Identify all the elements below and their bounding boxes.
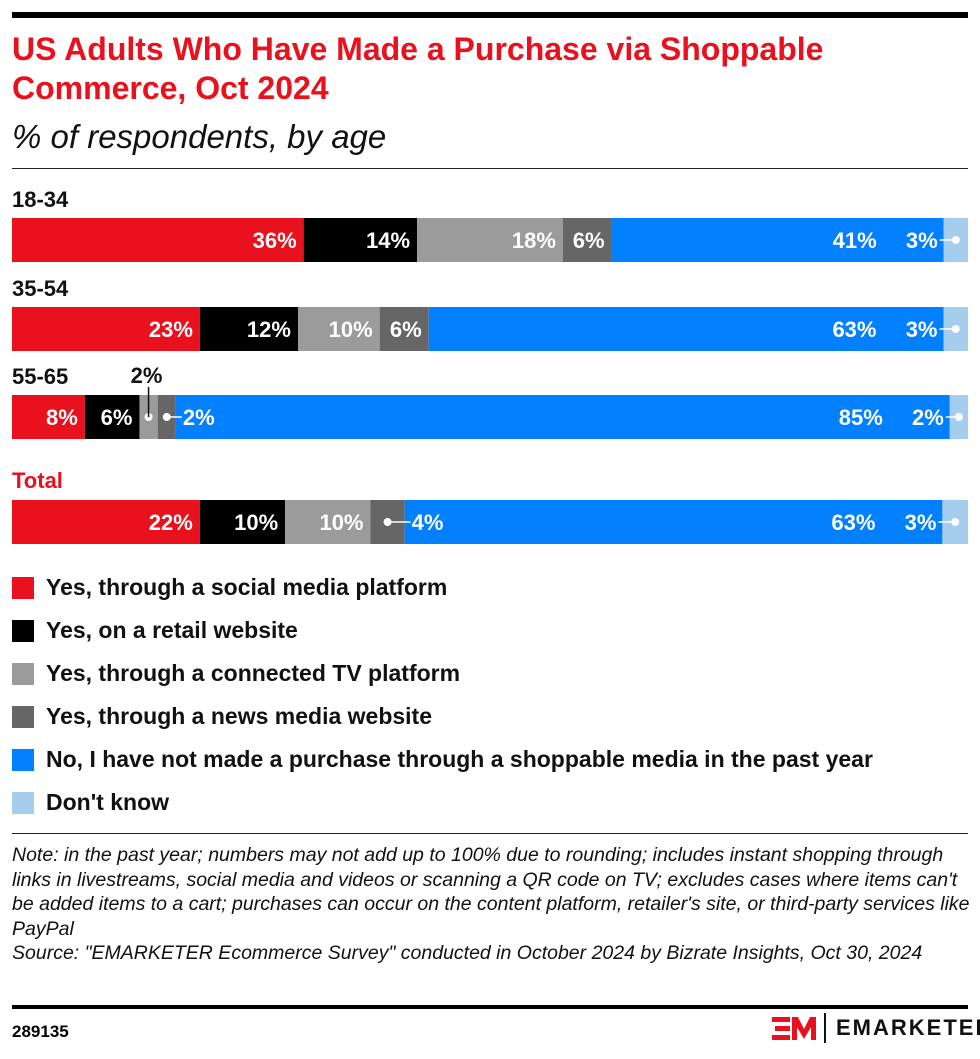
bar-segment — [199, 500, 286, 544]
data-label: 2% — [131, 363, 163, 388]
bar-segment — [562, 218, 612, 262]
bar-segment — [611, 218, 944, 262]
data-label: 6% — [390, 317, 422, 342]
bar-segment — [417, 218, 563, 262]
bar-segment — [379, 307, 429, 351]
legend-item: No, I have not made a purchase through a… — [12, 738, 873, 781]
brand-name: EMARKETER — [836, 1015, 980, 1040]
bar-segment — [404, 500, 943, 544]
data-label: 23% — [149, 317, 193, 342]
bar-segment — [428, 307, 944, 351]
data-label: 22% — [149, 510, 193, 535]
data-label: 3% — [906, 228, 938, 253]
chart-subtitle: % of respondents, by age — [12, 118, 387, 155]
row-label: 55-65 — [12, 364, 69, 389]
data-label: 3% — [906, 317, 938, 342]
data-label: 6% — [101, 405, 133, 430]
bar-segment — [12, 218, 304, 262]
bar-segment — [175, 395, 950, 439]
data-label: 10% — [319, 510, 363, 535]
data-label: 3% — [905, 510, 937, 535]
top-rule — [12, 12, 968, 18]
legend-swatch — [12, 576, 34, 599]
bar-segment — [12, 395, 85, 439]
legend-label: Yes, through a connected TV platform — [46, 660, 461, 686]
divider — [12, 168, 968, 169]
bar-segment — [12, 307, 200, 351]
divider — [12, 833, 968, 834]
data-label: 18% — [512, 228, 556, 253]
footnote: Note: in the past year; numbers may not … — [12, 843, 972, 966]
legend-item: Yes, on a retail website — [12, 609, 873, 652]
legend-item: Don't know — [12, 781, 873, 824]
legend-swatch — [12, 619, 34, 642]
data-label: 4% — [412, 510, 444, 535]
chart-title: US Adults Who Have Made a Purchase via S… — [12, 31, 824, 106]
legend-label: Don't know — [46, 789, 170, 815]
logo-divider — [824, 1013, 826, 1043]
legend-label: Yes, through a social media platform — [46, 574, 448, 600]
row-label: 35-54 — [12, 276, 69, 301]
row-label-total: Total — [12, 468, 63, 493]
data-label: 10% — [329, 317, 373, 342]
bar-segment — [199, 307, 298, 351]
data-label: 85% — [839, 405, 883, 430]
bar-segment — [285, 500, 371, 544]
bar-segment — [12, 500, 200, 544]
row-label: 18-34 — [12, 187, 69, 212]
legend-item: Yes, through a connected TV platform — [12, 652, 873, 695]
data-label: 36% — [253, 228, 297, 253]
bar-segment — [297, 307, 380, 351]
legend-label: Yes, through a news media website — [46, 703, 433, 729]
legend-label: Yes, on a retail website — [46, 617, 298, 643]
data-label: 41% — [833, 228, 877, 253]
data-label: 8% — [46, 405, 78, 430]
data-label: 2% — [912, 405, 944, 430]
legend-item: Yes, through a news media website — [12, 695, 873, 738]
data-label: 63% — [831, 510, 875, 535]
legend-swatch — [12, 662, 34, 685]
legend-item: Yes, through a social media platform — [12, 566, 873, 609]
note-text: Note: in the past year; numbers may not … — [12, 844, 970, 940]
data-label: 10% — [234, 510, 278, 535]
bar-segment — [303, 218, 418, 262]
data-label: 6% — [573, 228, 605, 253]
data-label: 2% — [183, 405, 215, 430]
source-text: Source: "EMARKETER Ecommerce Survey" con… — [12, 942, 923, 964]
emarketer-logo: EMARKETER — [772, 1013, 980, 1043]
legend-swatch — [12, 705, 34, 728]
chart-id: 289135 — [12, 1022, 69, 1041]
bar-segment — [84, 395, 140, 439]
legend: Yes, through a social media platform Yes… — [12, 566, 873, 824]
legend-label: No, I have not made a purchase through a… — [46, 746, 873, 772]
data-label: 14% — [366, 228, 410, 253]
data-label: 12% — [247, 317, 291, 342]
legend-swatch — [12, 748, 34, 771]
em-logo-icon — [772, 1017, 816, 1040]
bottom-rule — [12, 1005, 968, 1009]
stacked-bars: 36% 14% 18% 6% 41% 3% 23% 12% 10% 6% 63% 3% 8% 6% 2% 2%… — [12, 218, 968, 544]
legend-swatch — [12, 791, 34, 814]
data-label: 63% — [832, 317, 876, 342]
